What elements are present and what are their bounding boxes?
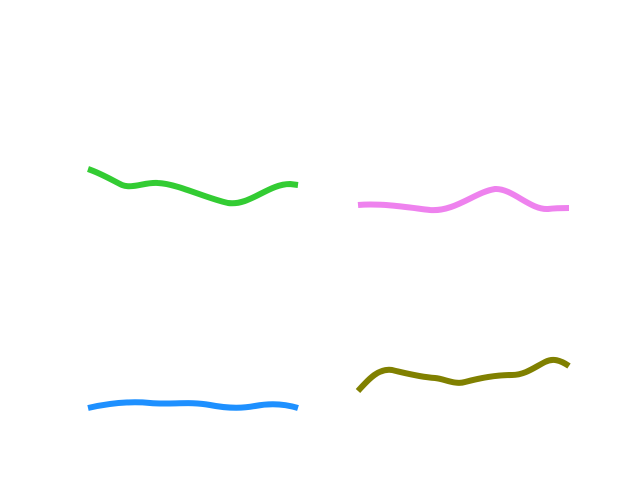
violet-squiggle — [357, 186, 570, 214]
green-squiggle — [87, 166, 299, 207]
blue-squiggle — [87, 399, 299, 411]
olive-squiggle — [355, 356, 571, 394]
